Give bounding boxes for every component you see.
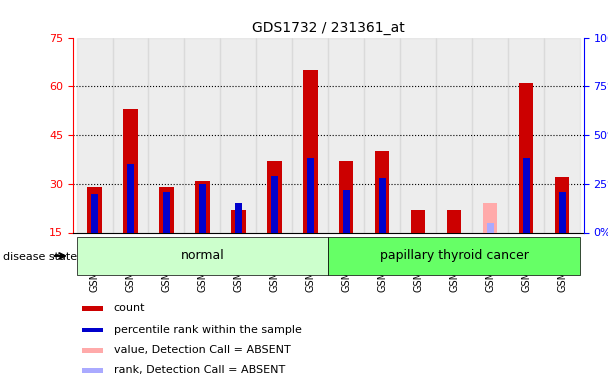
Bar	[508, 38, 544, 232]
Bar	[447, 210, 461, 232]
Bar	[123, 109, 137, 232]
Bar	[91, 194, 98, 232]
Bar	[544, 38, 580, 232]
Text: count: count	[114, 303, 145, 313]
Bar	[555, 177, 569, 232]
Bar	[559, 192, 565, 232]
Bar	[112, 38, 148, 232]
FancyBboxPatch shape	[328, 237, 580, 275]
Bar	[82, 328, 103, 332]
Text: normal: normal	[181, 249, 224, 262]
Bar	[231, 210, 246, 232]
Text: papillary thyroid cancer: papillary thyroid cancer	[380, 249, 528, 262]
Bar	[379, 178, 386, 232]
Bar	[483, 203, 497, 232]
Bar	[221, 38, 257, 232]
Bar	[195, 180, 210, 232]
Bar	[292, 38, 328, 232]
Bar	[375, 151, 390, 232]
Bar	[127, 164, 134, 232]
Text: percentile rank within the sample: percentile rank within the sample	[114, 325, 302, 335]
FancyBboxPatch shape	[77, 237, 328, 275]
Bar	[343, 190, 350, 232]
Bar	[364, 38, 400, 232]
Bar	[163, 192, 170, 232]
Bar	[486, 223, 494, 232]
Bar	[159, 187, 174, 232]
Bar	[271, 176, 278, 232]
Text: value, Detection Call = ABSENT: value, Detection Call = ABSENT	[114, 345, 290, 355]
Bar	[303, 70, 317, 232]
Text: disease state: disease state	[3, 252, 77, 262]
Bar	[436, 38, 472, 232]
Bar	[339, 161, 353, 232]
Bar	[148, 38, 184, 232]
Bar	[472, 38, 508, 232]
Bar	[184, 38, 221, 232]
Bar	[519, 83, 533, 232]
Bar	[77, 38, 112, 232]
Bar	[88, 187, 102, 232]
Bar	[411, 210, 426, 232]
Text: rank, Detection Call = ABSENT: rank, Detection Call = ABSENT	[114, 365, 285, 375]
Bar	[307, 158, 314, 232]
Bar	[235, 203, 242, 232]
Bar	[328, 38, 364, 232]
Bar	[257, 38, 292, 232]
Bar	[199, 184, 206, 232]
Bar	[82, 368, 103, 372]
Bar	[522, 158, 530, 232]
Bar	[82, 348, 103, 353]
Title: GDS1732 / 231361_at: GDS1732 / 231361_at	[252, 21, 405, 35]
Bar	[400, 38, 436, 232]
Bar	[82, 306, 103, 310]
Bar	[267, 161, 282, 232]
